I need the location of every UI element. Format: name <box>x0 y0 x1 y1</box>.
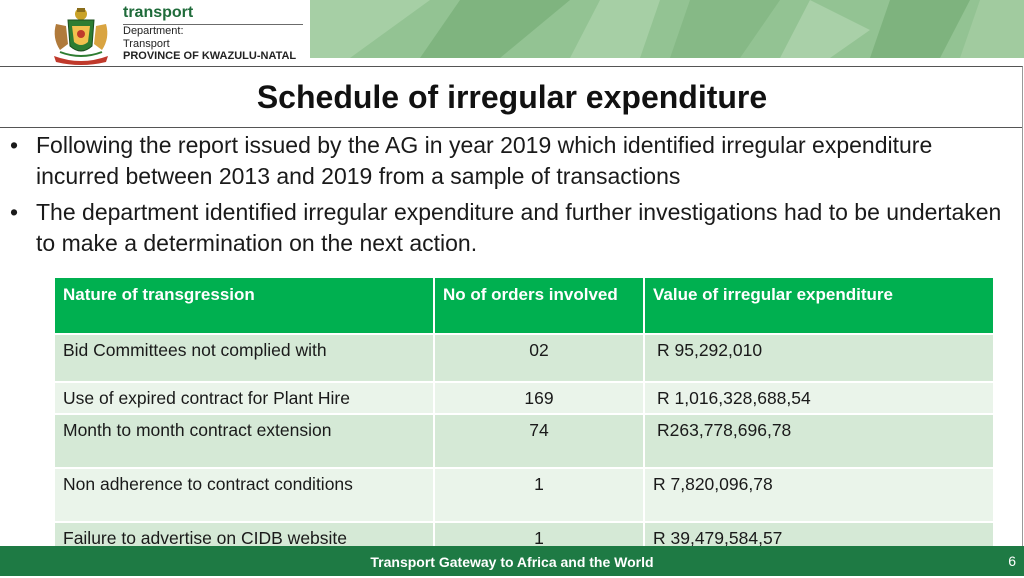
department-label: Department: <box>123 25 184 37</box>
bullet-item: • The department identified irregular exp… <box>6 197 1006 259</box>
bullet-item: • Following the report issued by the AG i… <box>6 130 1006 192</box>
footer-tagline: Transport Gateway to Africa and the Worl… <box>370 554 654 570</box>
table-cell-value: R 95,292,010 <box>643 333 995 383</box>
slide-title: Schedule of irregular expenditure <box>256 79 768 115</box>
bullet-icon: • <box>10 199 19 225</box>
table-cell-transgression: Non adherence to contract conditions <box>53 467 435 523</box>
department-logo: transport Department: Transport PROVINCE… <box>0 0 310 68</box>
table-row: Failure to advertise on CIDB website 1 R… <box>53 521 995 555</box>
column-header-transgression: Nature of transgression <box>53 276 435 335</box>
department-name: Transport <box>123 37 170 50</box>
column-header-value: Value of irregular expenditure <box>643 276 995 335</box>
table-cell-value: R 7,820,096,78 <box>643 467 995 523</box>
table-cell-value: R 1,016,328,688,54 <box>643 381 995 415</box>
bullet-icon: • <box>10 132 19 158</box>
column-header-orders: No of orders involved <box>433 276 645 335</box>
bullet-text: The department identified irregular expe… <box>36 199 1002 256</box>
table-cell-value: R263,778,696,78 <box>643 413 995 469</box>
province-name: PROVINCE OF KWAZULU-NATAL <box>123 50 297 62</box>
table-cell-orders: 02 <box>433 333 645 383</box>
table-cell-transgression: Use of expired contract for Plant Hire <box>53 381 435 415</box>
irregular-expenditure-table: Nature of transgression No of orders inv… <box>53 276 995 555</box>
table-cell-transgression: Bid Committees not complied with <box>53 333 435 383</box>
table-row: Month to month contract extension 74 R26… <box>53 413 995 469</box>
table-row: Bid Committees not complied with 02 R 95… <box>53 333 995 383</box>
table-row: Use of expired contract for Plant Hire 1… <box>53 381 995 415</box>
table-header-row: Nature of transgression No of orders inv… <box>53 276 995 335</box>
coat-of-arms-icon <box>54 8 108 65</box>
table-row: Non adherence to contract conditions 1 R… <box>53 467 995 523</box>
title-box <box>0 66 1023 128</box>
bullet-list: • Following the report issued by the AG i… <box>6 130 1006 264</box>
table-cell-orders: 169 <box>433 381 645 415</box>
table-cell-transgression: Month to month contract extension <box>53 413 435 469</box>
content-frame <box>0 126 1023 546</box>
bullet-text: Following the report issued by the AG in… <box>36 132 933 189</box>
footer-bar: Transport Gateway to Africa and the Worl… <box>0 546 1024 576</box>
page-number: 6 <box>1008 553 1016 569</box>
department-title: transport <box>123 4 303 25</box>
table-cell-orders: 1 <box>433 467 645 523</box>
table-cell-orders: 74 <box>433 413 645 469</box>
header-banner <box>310 0 1024 58</box>
